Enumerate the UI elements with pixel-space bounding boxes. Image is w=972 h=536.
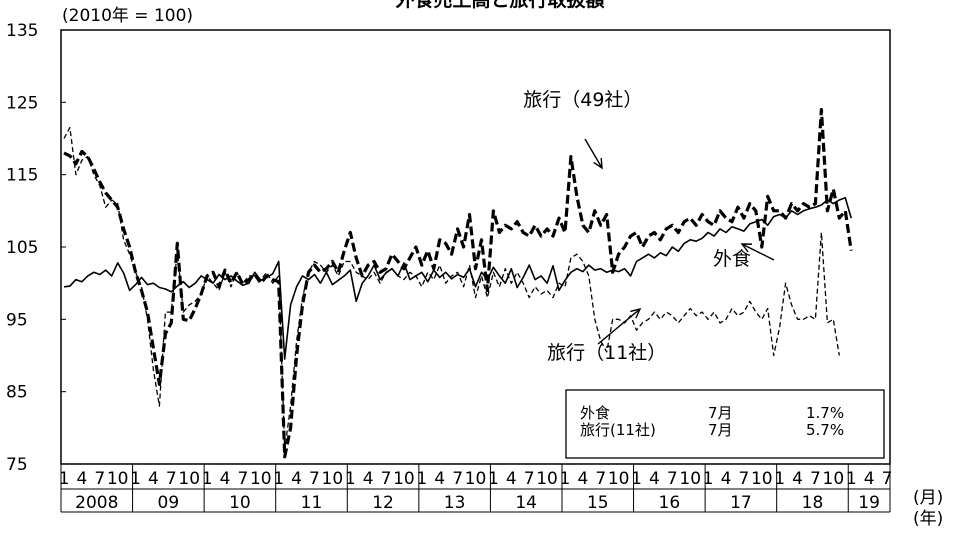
x-unit-month: (月)	[913, 488, 943, 508]
series-line	[63, 197, 852, 360]
legend-row-value: 1.7%	[806, 404, 844, 422]
month-tick-label: 1	[130, 469, 141, 489]
month-tick-label: 4	[363, 469, 374, 489]
month-tick-label: 10	[250, 469, 272, 489]
month-tick-label: 7	[810, 469, 821, 489]
month-tick-label: 4	[577, 469, 588, 489]
y-tick-labels: 135 125 115 105 95 85 75	[6, 21, 66, 475]
month-tick-label: 7	[381, 469, 392, 489]
month-tick-label: 1	[560, 469, 571, 489]
series-line	[63, 107, 853, 459]
month-tick-label: 1	[774, 469, 785, 489]
year-label: 14	[515, 493, 537, 513]
year-label: 12	[372, 493, 394, 513]
month-tick-label: 10	[393, 469, 415, 489]
month-tick-label: 7	[452, 469, 463, 489]
y-tick-label: 135	[6, 21, 38, 41]
annotation-label: 旅行（11社）	[547, 342, 666, 364]
y-tick-label: 115	[6, 166, 38, 186]
month-tick-label: 10	[536, 469, 558, 489]
month-tick-label: 10	[322, 469, 344, 489]
year-label: 10	[229, 493, 251, 513]
month-tick-label: 1	[202, 469, 213, 489]
chart-title: 外食売上高と旅行取扱額	[395, 0, 604, 11]
month-tick-label: 1	[846, 469, 857, 489]
annotation-label: 外食	[713, 248, 751, 270]
month-tick-label: 4	[721, 469, 732, 489]
month-tick-label: 4	[76, 469, 87, 489]
month-tick-label: 1	[416, 469, 427, 489]
month-tick-label: 7	[738, 469, 749, 489]
month-tick-label: 4	[792, 469, 803, 489]
annotation-arrow	[584, 138, 603, 169]
month-tick-label: 1	[703, 469, 714, 489]
y-tick-label: 85	[6, 383, 28, 403]
month-tick-label: 7	[309, 469, 320, 489]
month-tick-label: 4	[148, 469, 159, 489]
year-label: 11	[301, 493, 323, 513]
legend-row-name: 外食	[580, 404, 610, 422]
annotation-label: 旅行（49社）	[523, 89, 642, 111]
month-tick-label: 4	[434, 469, 445, 489]
month-tick-label: 10	[465, 469, 487, 489]
year-label: 15	[587, 493, 609, 513]
series-line	[63, 126, 840, 451]
month-tick-label: 4	[291, 469, 302, 489]
legend-frame	[565, 389, 885, 459]
month-tick-label: 10	[679, 469, 701, 489]
year-label: 19	[858, 493, 880, 513]
legend-box: 外食 7月 1.7% 旅行(11社) 7月 5.7%	[565, 389, 885, 459]
year-label: 16	[659, 493, 681, 513]
y-tick-label: 105	[6, 238, 38, 258]
year-label: 2008	[75, 493, 118, 513]
month-tick-label: 4	[506, 469, 517, 489]
month-tick-label: 7	[595, 469, 606, 489]
month-tick-label: 4	[864, 469, 875, 489]
month-tick-label: 7	[166, 469, 177, 489]
annotation-arrowhead	[740, 243, 753, 253]
year-label: 09	[158, 493, 180, 513]
annotation-arrow	[741, 243, 775, 261]
annotation-arrowhead	[630, 307, 642, 319]
annotation-arrow	[597, 308, 641, 345]
year-label: 17	[730, 493, 752, 513]
legend-row-name: 旅行(11社)	[580, 421, 656, 439]
month-tick-label: 7	[524, 469, 535, 489]
month-tick-label: 7	[94, 469, 105, 489]
month-tick-label: 4	[220, 469, 231, 489]
month-tick-label: 4	[649, 469, 660, 489]
month-tick-label: 1	[631, 469, 642, 489]
month-tick-label: 1	[345, 469, 356, 489]
month-tick-label: 10	[178, 469, 200, 489]
month-tick-label: 10	[751, 469, 773, 489]
month-tick-label: 7	[667, 469, 678, 489]
month-tick-label: 1	[488, 469, 499, 489]
x-unit-year: (年)	[913, 509, 943, 529]
y-tick-label: 75	[6, 455, 28, 475]
month-tick-label: 1	[59, 469, 70, 489]
annotation-arrowhead	[593, 157, 603, 170]
month-tick-label: 10	[107, 469, 129, 489]
y-tick-label: 125	[6, 93, 38, 113]
month-tick-label: 10	[823, 469, 845, 489]
year-label: 13	[444, 493, 466, 513]
month-tick-label: 10	[608, 469, 630, 489]
month-tick-label: 7	[882, 469, 893, 489]
month-tick-label: 7	[237, 469, 248, 489]
y-axis-label: (2010年 = 100)	[62, 6, 193, 26]
y-tick-label: 95	[6, 310, 28, 330]
series-lines	[63, 107, 853, 459]
month-tick-label: 1	[273, 469, 284, 489]
legend-row-value: 5.7%	[806, 421, 844, 439]
year-label: 18	[802, 493, 824, 513]
legend-row-month: 7月	[708, 404, 733, 422]
legend-row-month: 7月	[708, 421, 733, 439]
